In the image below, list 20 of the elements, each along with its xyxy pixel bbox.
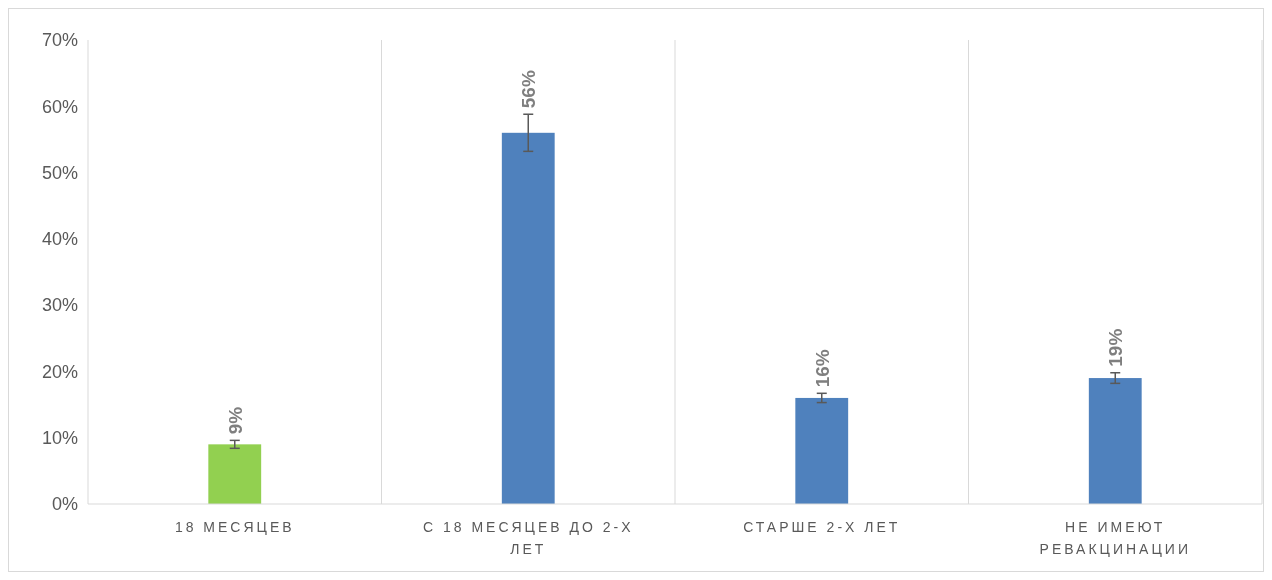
- y-tick-label: 70%: [41, 30, 78, 51]
- x-tick-label: С 18 МЕСЯЦЕВ ДО 2-Х ЛЕТ: [422, 519, 634, 557]
- bar: [1088, 378, 1142, 504]
- data-label: 19%: [1105, 328, 1127, 367]
- y-tick-label: 60%: [41, 96, 78, 117]
- y-tick-label: 0%: [51, 494, 78, 515]
- bar: [795, 397, 849, 504]
- x-tick-label: СТАРШЕ 2-Х ЛЕТ: [743, 519, 901, 535]
- x-tick-label: 18 МЕСЯЦЕВ: [174, 519, 295, 535]
- x-tick-label: НЕ ИМЕЮТ РЕВАКЦИНАЦИИ: [1039, 519, 1191, 557]
- y-tick-label: 10%: [41, 428, 78, 449]
- y-tick-label: 40%: [41, 229, 78, 250]
- y-tick-label: 30%: [41, 295, 78, 316]
- data-label: 56%: [518, 70, 540, 109]
- data-label: 16%: [811, 349, 833, 388]
- data-label: 9%: [224, 406, 246, 435]
- bar: [501, 132, 555, 504]
- y-tick-label: 50%: [41, 162, 78, 183]
- y-tick-label: 20%: [41, 361, 78, 382]
- bar: [208, 444, 262, 504]
